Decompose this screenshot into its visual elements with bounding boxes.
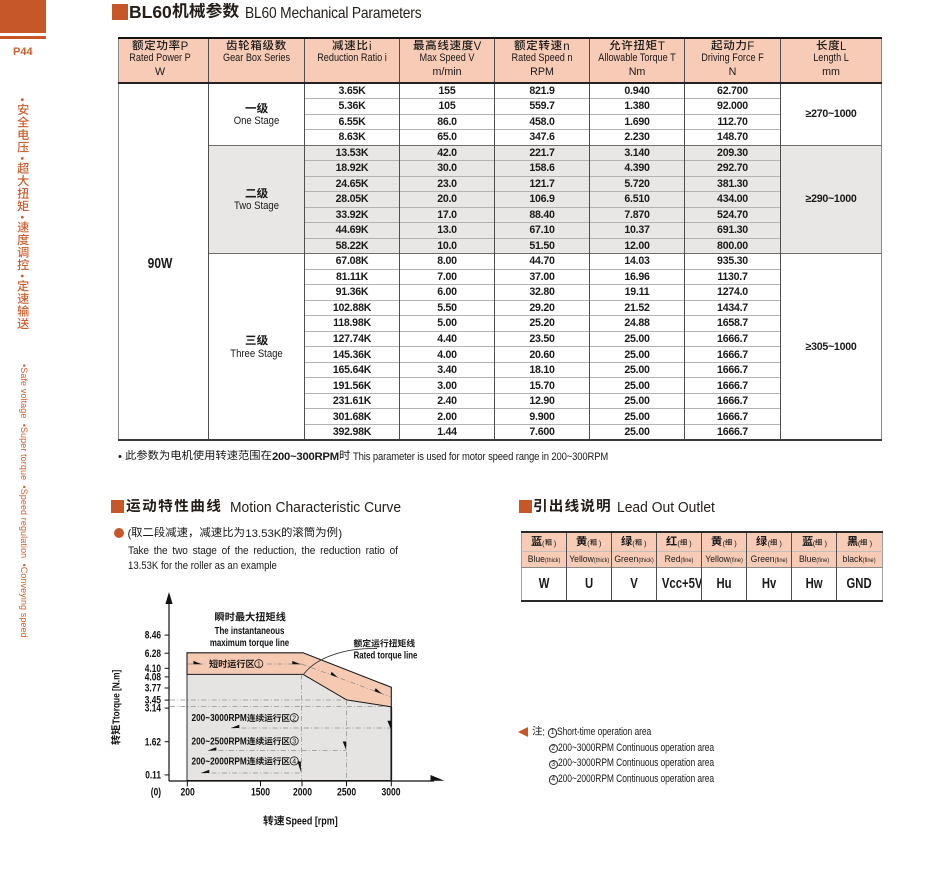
svg-text:8.46: 8.46: [145, 630, 161, 642]
svg-text:3.14: 3.14: [145, 703, 162, 715]
svg-text:The instantaneous: The instantaneous: [215, 625, 285, 636]
svg-text:1: 1: [257, 661, 261, 668]
svg-text:200: 200: [180, 787, 195, 799]
svg-text:3.77: 3.77: [145, 683, 161, 695]
svg-text:3: 3: [292, 739, 296, 746]
svg-text:1.62: 1.62: [145, 736, 161, 748]
svg-text:2000: 2000: [293, 787, 313, 799]
svg-text:3000: 3000: [381, 787, 401, 799]
svg-text:4.10: 4.10: [145, 663, 161, 675]
svg-text:Speed [rpm]: Speed [rpm]: [286, 816, 338, 828]
svg-text:0.11: 0.11: [145, 770, 161, 782]
svg-text:4.08: 4.08: [145, 672, 162, 684]
svg-text:200~2000RPM: 200~2000RPM: [192, 756, 247, 767]
svg-text:1500: 1500: [251, 787, 271, 799]
svg-text:maximum torque line: maximum torque line: [210, 637, 289, 648]
svg-text:Ttorque [N.m]: Ttorque [N.m]: [110, 670, 122, 724]
svg-text:3.45: 3.45: [145, 695, 162, 707]
svg-text:200~2500RPM: 200~2500RPM: [192, 736, 247, 747]
svg-text:Rated torque line: Rated torque line: [354, 650, 418, 661]
svg-text:2500: 2500: [337, 787, 357, 799]
svg-text:4: 4: [292, 759, 296, 766]
svg-text:(0): (0): [151, 787, 161, 799]
svg-text:2: 2: [292, 715, 296, 722]
svg-text:6.28: 6.28: [145, 648, 162, 660]
svg-text:200~3000RPM: 200~3000RPM: [192, 713, 247, 724]
